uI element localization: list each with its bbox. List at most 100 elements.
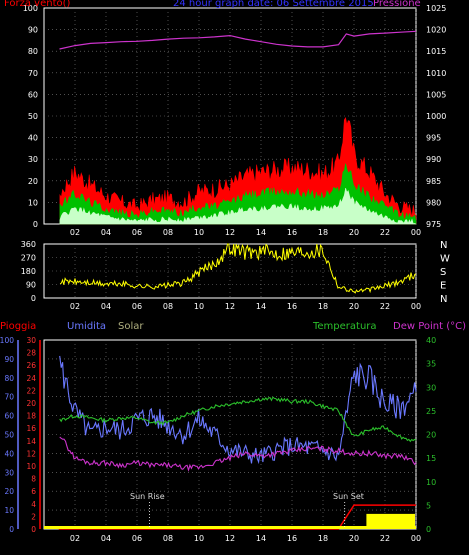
- dewpoint-series: [59, 436, 417, 472]
- temperature-tick-label: 25: [426, 407, 436, 416]
- solar-label: Solar: [118, 321, 144, 332]
- bottom-x-tick-label: 02: [70, 534, 80, 543]
- direction-tick-label: 270: [21, 254, 36, 263]
- rain-series: [58, 504, 416, 530]
- pressure-tick-label: 1015: [426, 47, 446, 56]
- rain-tick-label: 20: [26, 399, 36, 408]
- top-x-tick-label: 10: [194, 228, 204, 237]
- middle-x-tick-label: 16: [287, 302, 297, 311]
- pressure-series: [59, 30, 417, 50]
- compass-tick-label: W: [440, 254, 450, 265]
- rain-label: Pioggia: [0, 321, 37, 332]
- direction-tick-label: 90: [26, 281, 36, 290]
- pressure-tick-label: 1010: [426, 69, 446, 78]
- top-x-tick-label: 02: [70, 228, 80, 237]
- wind-tick-label: 90: [28, 26, 38, 35]
- pressure-tick-label: 1020: [426, 26, 446, 35]
- wind-tick-label: 70: [28, 69, 38, 78]
- middle-x-tick-label: 20: [349, 302, 359, 311]
- compass-tick-label: N: [440, 294, 447, 305]
- middle-x-tick-label: 10: [194, 302, 204, 311]
- bottom-x-tick-label: 22: [380, 534, 390, 543]
- direction-tick-label: 360: [21, 240, 36, 249]
- top-x-tick-label: 08: [163, 228, 173, 237]
- wind-tick-label: 80: [28, 47, 38, 56]
- rain-baseline: [44, 526, 416, 529]
- pressure-tick-label: 985: [426, 177, 441, 186]
- temperature-tick-label: 20: [426, 431, 436, 440]
- direction-tick-label: 180: [21, 267, 36, 276]
- temperature-tick-label: 15: [426, 454, 436, 463]
- wind-tick-label: 20: [28, 177, 38, 186]
- middle-x-tick-label: 04: [101, 302, 111, 311]
- rain-tick-label: 26: [26, 361, 36, 370]
- middle-x-tick-label: 18: [318, 302, 328, 311]
- rain-tick-label: 28: [26, 349, 36, 358]
- pressure-tick-label: 1000: [426, 112, 446, 121]
- rain-tick-label: 12: [26, 449, 36, 458]
- middle-x-tick-label: 22: [380, 302, 390, 311]
- bottom-x-tick-label: 00: [411, 534, 421, 543]
- sunset-annotation: Sun Set: [333, 492, 364, 501]
- humidity-tick-label: 0: [9, 525, 14, 534]
- temperature-tick-label: 5: [426, 501, 431, 510]
- bottom-x-tick-label: 12: [225, 534, 235, 543]
- pressure-tick-label: 1025: [426, 4, 446, 13]
- bottom-x-tick-label: 08: [163, 534, 173, 543]
- bottom-x-tick-label: 04: [101, 534, 111, 543]
- pressure-tick-label: 975: [426, 220, 441, 229]
- temperature-tick-label: 10: [426, 478, 436, 487]
- wind-tick-label: 30: [28, 155, 38, 164]
- rain-tick-label: 2: [31, 512, 36, 521]
- rain-tick-label: 18: [26, 412, 36, 421]
- wind-tick-label: 50: [28, 112, 38, 121]
- rain-tick-label: 30: [26, 336, 36, 345]
- wind-tick-label: 100: [23, 4, 38, 13]
- compass-tick-label: E: [440, 281, 446, 292]
- humidity-tick-label: 80: [4, 374, 14, 383]
- bottom-x-tick-label: 06: [132, 534, 142, 543]
- graph-title: 24 hour graph date: 06 Settembre 2015: [173, 0, 374, 9]
- top-x-tick-label: 00: [411, 228, 421, 237]
- temperature-tick-label: 35: [426, 360, 436, 369]
- wind-tick-label: 40: [28, 134, 38, 143]
- rain-tick-label: 16: [26, 424, 36, 433]
- wind-direction-series: [59, 243, 417, 294]
- wind-tick-label: 10: [28, 198, 38, 207]
- rain-tick-label: 4: [31, 500, 36, 509]
- temperature-tick-label: 0: [426, 525, 431, 534]
- bottom-x-tick-label: 20: [349, 534, 359, 543]
- pressure-tick-label: 1005: [426, 90, 446, 99]
- top-x-tick-label: 04: [101, 228, 111, 237]
- top-x-tick-label: 06: [132, 228, 142, 237]
- rain-tick-label: 24: [26, 374, 36, 383]
- humidity-series: [59, 355, 417, 465]
- rain-fill: [366, 513, 415, 529]
- humidity-tick-label: 50: [4, 431, 14, 440]
- bottom-x-tick-label: 18: [318, 534, 328, 543]
- temperature-tick-label: 40: [426, 336, 436, 345]
- wind-tick-label: 0: [33, 220, 38, 229]
- wind-speed-label: Forza vento(): [4, 0, 71, 9]
- middle-x-tick-label: 08: [163, 302, 173, 311]
- temperature-tick-label: 30: [426, 383, 436, 392]
- wind-tick-label: 60: [28, 90, 38, 99]
- humidity-tick-label: 100: [0, 336, 14, 345]
- bottom-x-tick-label: 16: [287, 534, 297, 543]
- bottom-x-tick-label: 14: [256, 534, 266, 543]
- dewpoint-label: Dew Point (°C): [393, 321, 467, 332]
- humidity-tick-label: 40: [4, 449, 14, 458]
- pressure-tick-label: 980: [426, 198, 441, 207]
- direction-tick-label: 0: [31, 294, 36, 303]
- top-x-tick-label: 16: [287, 228, 297, 237]
- middle-x-tick-label: 00: [411, 302, 421, 311]
- humidity-tick-label: 10: [4, 506, 14, 515]
- middle-x-tick-label: 14: [256, 302, 266, 311]
- humidity-tick-label: 60: [4, 412, 14, 421]
- top-x-tick-label: 14: [256, 228, 266, 237]
- rain-tick-label: 10: [26, 462, 36, 471]
- bottom-x-tick-label: 10: [194, 534, 204, 543]
- rain-tick-label: 0: [31, 525, 36, 534]
- rain-tick-label: 6: [31, 487, 36, 496]
